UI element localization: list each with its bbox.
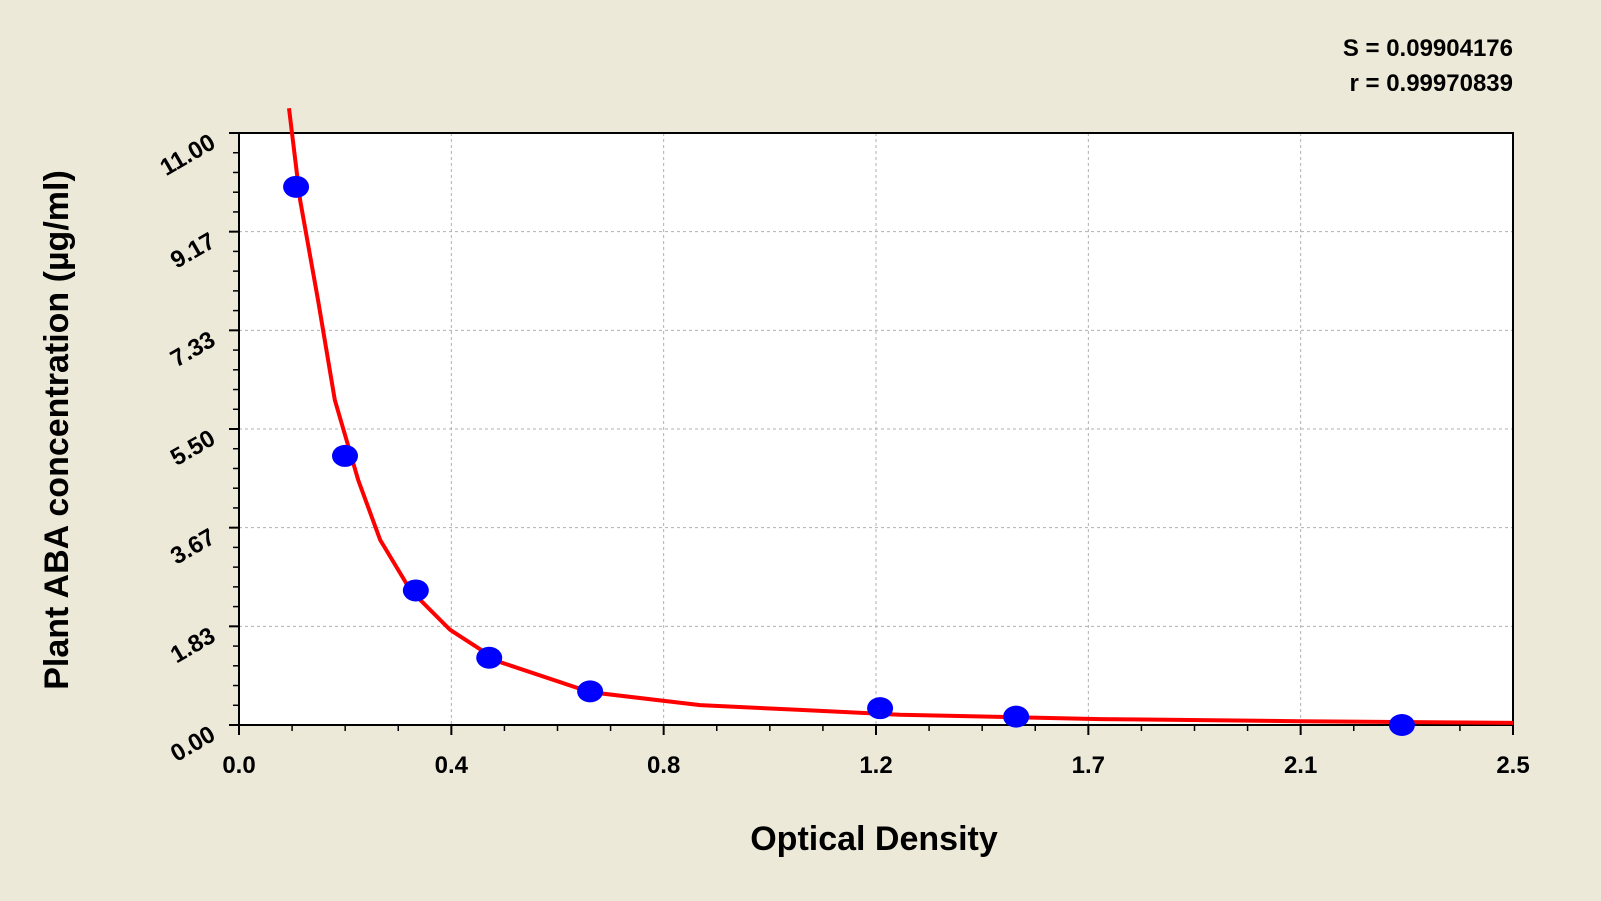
annotation: S = 0.09904176 [1343, 35, 1513, 62]
data-point [476, 646, 503, 669]
x-tick-label: 0.8 [647, 752, 680, 779]
annotation: r = 0.99970839 [1350, 70, 1514, 97]
x-axis-title: Optical Density [750, 820, 998, 858]
data-point [577, 680, 604, 703]
y-tick-label: 1.83 [166, 622, 220, 669]
data-point [1388, 714, 1415, 736]
x-tick-label: 2.5 [1496, 752, 1529, 779]
y-tick-label: 9.17 [166, 227, 220, 274]
data-point [1003, 705, 1030, 728]
x-tick-label: 2.1 [1284, 752, 1317, 779]
x-tick-label: 1.2 [859, 752, 892, 779]
y-tick-label: 0.00 [166, 721, 220, 768]
y-axis-title: Plant ABA concentration (µg/ml) [38, 170, 76, 690]
x-tick-label: 0.0 [222, 752, 255, 779]
y-tick-label: 7.33 [166, 326, 220, 373]
plot-frame [238, 132, 1514, 726]
x-tick-label: 1.7 [1072, 752, 1105, 779]
y-tick-label: 3.67 [166, 523, 220, 570]
data-point [331, 444, 358, 467]
x-tick-label: 0.4 [435, 752, 469, 779]
y-tick-label: 11.00 [156, 129, 220, 182]
y-tick-label: 5.50 [166, 425, 220, 472]
data-point [283, 175, 310, 198]
data-point [402, 579, 429, 602]
data-point [867, 697, 894, 720]
